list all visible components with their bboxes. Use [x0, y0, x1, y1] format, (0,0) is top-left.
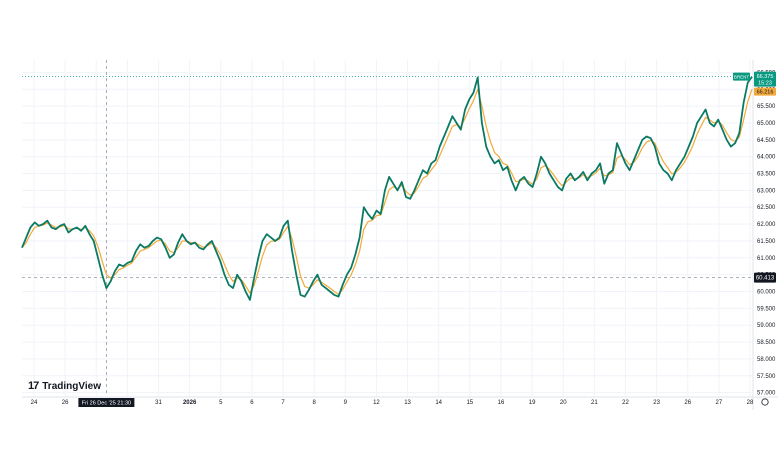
- x-tick-label: 7: [281, 400, 285, 406]
- average-series-line: [21, 88, 753, 295]
- x-tick-label: 26: [684, 400, 691, 406]
- x-tick-label: 21: [591, 400, 598, 406]
- y-tick-label: 63.000: [757, 188, 776, 194]
- y-tick-label: 63.500: [757, 172, 776, 178]
- x-tick-label: 13: [404, 400, 411, 406]
- x-tick-label: 24: [31, 400, 38, 406]
- x-axis[interactable]: 2426293031202656789121314151619202122232…: [22, 396, 778, 406]
- last-price-badge: [754, 71, 776, 87]
- grid-layer: [22, 60, 752, 396]
- y-tick-label: 61.000: [757, 256, 776, 262]
- crosshair-price-badge: [754, 272, 776, 283]
- crosshair-time-label: Fri 26 Dec '25 21:30: [82, 401, 131, 407]
- y-tick-label: 59.500: [757, 306, 776, 312]
- x-tick-label: 31: [155, 400, 162, 406]
- symbol-badge-label: BRENT: [734, 75, 750, 80]
- crosshair-layer: [22, 60, 752, 396]
- y-tick-label: 59.000: [757, 323, 776, 329]
- countdown-label: 15:23: [758, 81, 772, 87]
- average-price-badge: [754, 87, 776, 96]
- x-tick-label: 20: [560, 400, 567, 406]
- y-axis[interactable]: 57.000 57.500 58.000 58.500 59.000 59.500 60.0…: [752, 60, 776, 410]
- y-tick-label: 62.500: [757, 205, 776, 211]
- y-tick-label: 60.000: [757, 290, 776, 296]
- y-tick-label: 58.000: [757, 357, 776, 363]
- x-tick-label: 8: [313, 400, 317, 406]
- x-tick-label: 16: [498, 400, 505, 406]
- y-tick-label: 65.000: [757, 121, 776, 127]
- y-tick-label: 65.500: [757, 104, 776, 110]
- x-tick-label: 23: [653, 400, 660, 406]
- last-price-label: 66.375: [757, 74, 774, 80]
- tradingview-logo: 17 TradingView: [28, 380, 101, 392]
- x-tick-label: 19: [529, 400, 536, 406]
- crosshair-time-badge: [78, 398, 135, 407]
- y-tick-label: 57.500: [757, 374, 776, 380]
- series-layer: [21, 76, 753, 301]
- y-tick-label: 61.500: [757, 239, 776, 245]
- x-tick-label: 27: [716, 400, 723, 406]
- x-tick-label: 26: [62, 400, 69, 406]
- y-tick-label: 64.500: [757, 138, 776, 144]
- tradingview-logo-text: TradingView: [42, 380, 101, 392]
- x-tick-label: 6: [250, 400, 254, 406]
- x-tick-label: 15: [466, 400, 473, 406]
- x-tick-label: 14: [435, 400, 442, 406]
- x-tick-label: 22: [622, 400, 629, 406]
- price-badges: 60.413 Fri 26 Dec '25 21:30 BRENT 66.37515:…: [78, 71, 776, 407]
- crosshair-price-label: 60.413: [756, 276, 775, 282]
- settings-icon[interactable]: [761, 398, 769, 406]
- average-price-label: 66.216: [757, 90, 774, 96]
- x-tick-label: 2026: [183, 400, 197, 406]
- price-series-line: [21, 76, 753, 301]
- y-tick-label: 62.000: [757, 222, 776, 228]
- y-tick-label: 58.500: [757, 340, 776, 346]
- symbol-badge: [733, 72, 750, 81]
- x-tick-label: 5: [219, 400, 223, 406]
- y-tick-label: 57.000: [757, 391, 776, 397]
- x-tick-label: 28: [747, 400, 754, 406]
- x-tick-label: 12: [373, 400, 380, 406]
- tradingview-logo-icon: 17: [28, 380, 39, 392]
- x-tick-label: 9: [344, 400, 348, 406]
- y-tick-label: 64.000: [757, 155, 776, 161]
